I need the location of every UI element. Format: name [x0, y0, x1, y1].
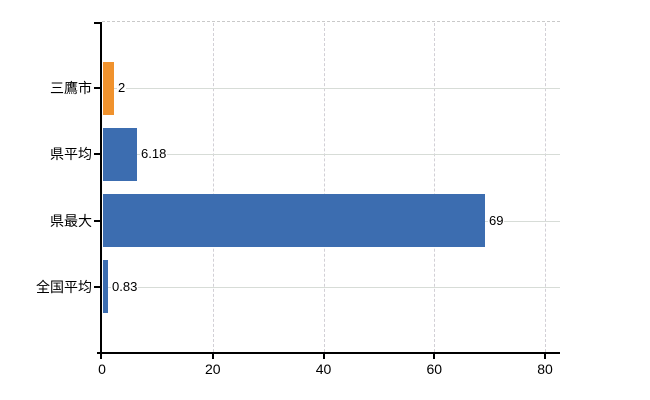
y-axis-tick: [94, 219, 100, 222]
x-axis-tick-label: 60: [426, 361, 443, 377]
bar: [103, 127, 137, 181]
gridline-horizontal: [103, 88, 560, 90]
y-axis-tick: [94, 153, 100, 156]
bar-value-label: 6.18: [140, 146, 168, 163]
y-axis-end-tick: [94, 22, 100, 24]
x-axis-tick-label: 80: [537, 361, 553, 377]
gridline-vertical: [323, 23, 325, 352]
x-axis-line: [97, 352, 560, 354]
category-label: 県最大: [50, 212, 92, 229]
bar-value-label: 69: [488, 212, 505, 229]
y-axis-line: [100, 22, 102, 359]
y-axis-tick: [94, 285, 100, 288]
x-axis-tick-label: 0: [98, 361, 106, 377]
bar-value-label: 2: [117, 80, 127, 97]
gridline-horizontal: [103, 286, 560, 288]
x-axis-tick: [322, 354, 325, 359]
category-label: 三鷹市: [50, 80, 92, 97]
gridline-vertical: [212, 23, 214, 352]
gridline-horizontal: [103, 154, 560, 156]
x-axis-tick: [544, 354, 546, 359]
y-axis-tick: [94, 87, 100, 90]
gridline-vertical: [434, 23, 436, 352]
category-label: 県平均: [50, 146, 92, 163]
bar: [103, 61, 114, 115]
x-axis-tick-label: 20: [204, 361, 221, 377]
bar: [103, 194, 485, 248]
x-axis-tick-label: 40: [315, 361, 332, 377]
category-label: 全国平均: [36, 278, 92, 295]
gridline-vertical: [545, 23, 546, 352]
bar-value-label: 0.83: [111, 278, 139, 295]
bar: [103, 260, 108, 314]
x-axis-tick: [211, 354, 214, 359]
plot-frame-top: [102, 21, 560, 22]
x-axis-tick: [433, 354, 436, 359]
